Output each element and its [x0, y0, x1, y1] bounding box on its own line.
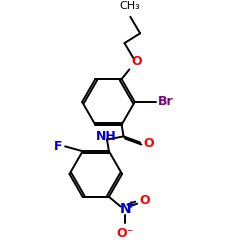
- Text: N: N: [120, 202, 131, 216]
- Text: CH₃: CH₃: [119, 1, 140, 11]
- Text: O: O: [139, 194, 150, 207]
- Text: Br: Br: [158, 96, 174, 108]
- Text: O⁻: O⁻: [117, 227, 134, 240]
- Text: NH: NH: [96, 130, 117, 142]
- Text: +: +: [127, 200, 136, 209]
- Text: O: O: [143, 137, 154, 150]
- Text: O: O: [131, 56, 142, 68]
- Text: F: F: [54, 140, 62, 153]
